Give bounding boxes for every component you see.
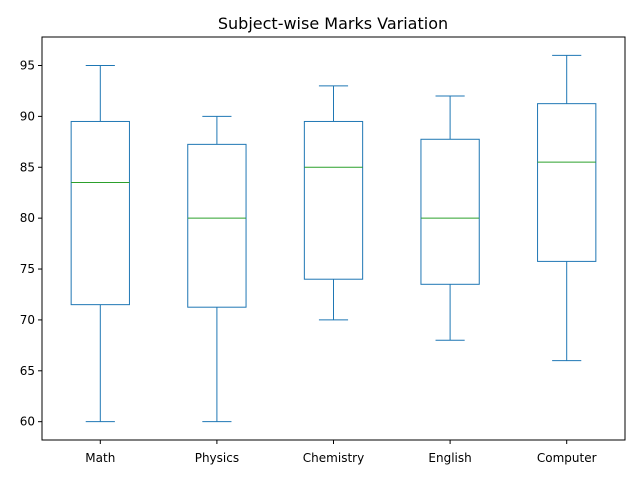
y-tick-label: 95 xyxy=(20,58,35,72)
box-english xyxy=(420,95,480,341)
x-tick-label: Computer xyxy=(537,451,597,465)
x-tick-label: Chemistry xyxy=(303,451,364,465)
chart-title: Subject-wise Marks Variation xyxy=(218,14,448,33)
box-computer xyxy=(537,54,597,362)
y-tick-label: 85 xyxy=(20,160,35,174)
plot-frame xyxy=(41,36,626,441)
x-tick-label: English xyxy=(428,451,471,465)
box-math xyxy=(70,64,130,423)
y-tick-label: 60 xyxy=(20,415,35,429)
y-tick-label: 90 xyxy=(20,109,35,123)
y-tick-label: 80 xyxy=(20,211,35,225)
iqr-box xyxy=(187,143,247,308)
iqr-box xyxy=(303,120,364,280)
x-axis: Math Physics Chemistry English Computer xyxy=(85,440,597,465)
box-chemistry xyxy=(303,85,364,321)
iqr-box xyxy=(537,103,597,262)
x-tick-label: Math xyxy=(85,451,115,465)
y-tick-label: 65 xyxy=(20,364,35,378)
y-axis: 60 65 70 75 80 85 90 95 xyxy=(20,58,42,429)
iqr-box xyxy=(70,120,130,306)
x-tick-label: Physics xyxy=(195,451,239,465)
box-physics xyxy=(187,115,247,423)
y-tick-label: 70 xyxy=(20,313,35,327)
iqr-box xyxy=(420,138,480,285)
y-tick-label: 75 xyxy=(20,262,35,276)
boxes-layer xyxy=(70,54,597,423)
